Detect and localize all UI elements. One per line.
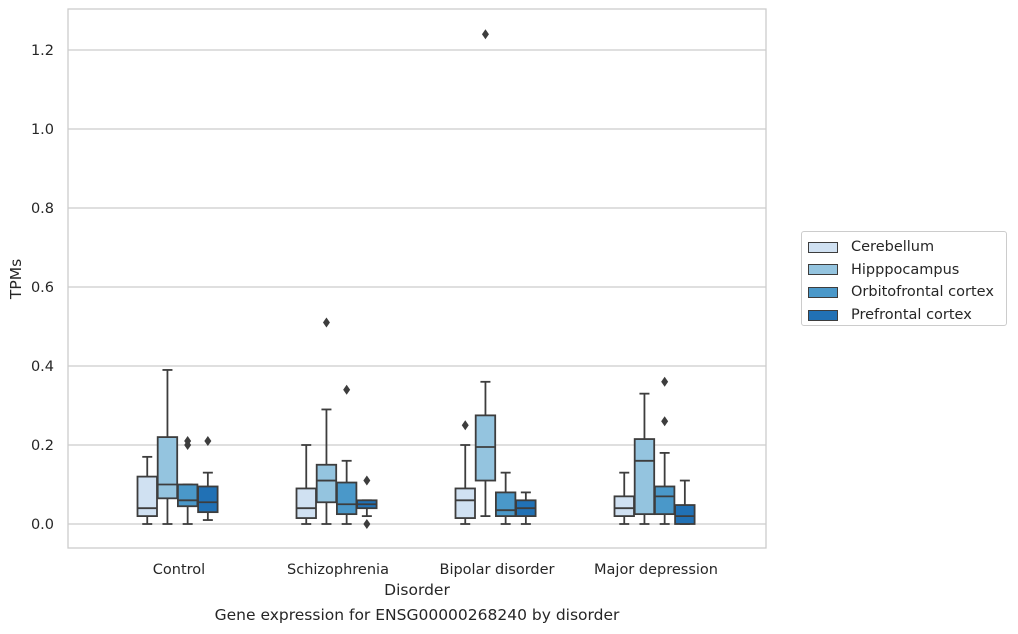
box-prefrontal-cortex	[674, 479, 696, 525]
box-orbitofrontal-cortex	[494, 471, 517, 525]
box-cerebellum	[613, 471, 635, 525]
x-axis-label: Disorder	[384, 581, 450, 599]
box-orbitofrontal-cortex	[654, 376, 676, 525]
legend-label: Prefrontal cortex	[851, 307, 972, 324]
box-cerebellum	[136, 455, 158, 525]
figure-caption: Gene expression for ENSG00000268240 by d…	[214, 606, 620, 624]
legend-swatch	[808, 264, 838, 276]
x-tick-label: Schizophrenia	[287, 562, 389, 578]
iqr-box	[156, 436, 179, 500]
x-tick-labels: Control Schizophrenia Bipolar disorder Majo…	[153, 562, 718, 578]
legend-swatch	[808, 286, 838, 298]
outlier-point	[461, 420, 469, 431]
legend-label: Cerebellum	[851, 239, 935, 256]
plot-frame	[67, 8, 767, 549]
iqr-box	[633, 438, 656, 516]
iqr-box	[176, 483, 199, 508]
iqr-box	[654, 485, 676, 516]
iqr-box	[197, 485, 219, 514]
outlier-point	[481, 29, 489, 40]
x-tick-label: Major depression	[594, 562, 718, 578]
box-hipppocampus	[315, 317, 338, 525]
box-cerebellum	[454, 420, 476, 525]
outlier-point	[204, 436, 212, 447]
iqr-box	[454, 487, 476, 519]
legend-item: Hipppocampus	[808, 259, 1006, 282]
iqr-box	[613, 495, 635, 518]
iqr-box	[136, 475, 158, 518]
y-tick-label: 0.8	[31, 201, 54, 217]
outlier-point	[363, 475, 371, 486]
legend-item: Cerebellum	[808, 236, 1006, 259]
box-hipppocampus	[633, 392, 656, 525]
legend: Cerebellum Hipppocampus Orbitofrontal cort…	[801, 231, 1007, 326]
box-hipppocampus	[474, 29, 497, 517]
y-tick-label: 0.0	[31, 517, 54, 533]
iqr-box	[474, 414, 497, 482]
y-tick-labels: 0.0 0.2 0.4 0.6 0.8 1.0 1.2	[31, 43, 54, 533]
legend-label: Orbitofrontal cortex	[851, 284, 994, 301]
box-hipppocampus	[156, 369, 179, 525]
box-prefrontal-cortex	[356, 475, 378, 529]
box-cerebellum	[295, 444, 317, 525]
y-tick-label: 0.6	[31, 280, 54, 296]
outlier-point	[363, 519, 371, 529]
box-orbitofrontal-cortex	[176, 436, 199, 525]
legend-swatch	[808, 309, 838, 321]
legend-item: Prefrontal cortex	[808, 304, 1006, 327]
legend-item: Orbitofrontal cortex	[808, 281, 1006, 304]
box-orbitofrontal-cortex	[335, 384, 358, 525]
y-tick-label: 1.0	[31, 122, 54, 138]
iqr-box	[674, 504, 696, 525]
outlier-point	[322, 317, 330, 328]
box-groups	[136, 29, 696, 529]
y-tick-label: 0.2	[31, 438, 54, 454]
outlier-point	[661, 376, 669, 387]
legend-label: Hipppocampus	[851, 261, 960, 278]
outlier-point	[184, 436, 192, 447]
y-tick-label: 0.4	[31, 359, 54, 375]
box-prefrontal-cortex	[515, 491, 537, 525]
iqr-box	[494, 491, 517, 517]
iqr-box	[335, 481, 358, 516]
outlier-point	[343, 384, 351, 395]
y-tick-label: 1.2	[31, 43, 54, 59]
y-axis-label: TPMs	[7, 259, 25, 300]
box-prefrontal-cortex	[197, 436, 219, 521]
x-tick-label: Control	[153, 562, 205, 578]
outlier-point	[661, 416, 669, 427]
x-tick-label: Bipolar disorder	[440, 562, 555, 578]
legend-swatch	[808, 241, 838, 253]
iqr-box	[295, 487, 317, 519]
iqr-box	[315, 463, 338, 504]
